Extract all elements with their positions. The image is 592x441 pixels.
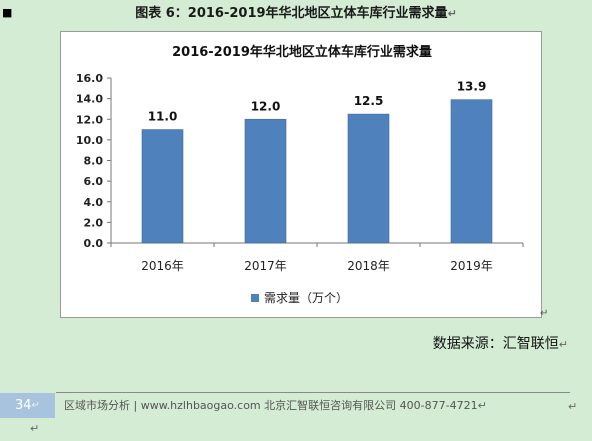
bar bbox=[450, 99, 493, 244]
x-tick-label: 2016年 bbox=[141, 259, 184, 273]
bar-value-label: 13.9 bbox=[457, 80, 487, 94]
y-tick-label: 10.0 bbox=[76, 134, 103, 147]
x-tick-label: 2019年 bbox=[450, 259, 493, 273]
chart-container[interactable]: 2016-2019年华北地区立体车库行业需求量 0.0 2.0 4.0 6.0 8.0 10… bbox=[60, 31, 542, 318]
y-tick-label: 14.0 bbox=[76, 93, 103, 106]
y-tick-label: 16.0 bbox=[76, 72, 103, 85]
y-tick-label: 0.0 bbox=[84, 237, 104, 250]
paragraph-mark: ↵ bbox=[568, 400, 578, 413]
paragraph-mark: ↵ bbox=[477, 399, 487, 412]
footer-text: 区域市场分析 | www.hzlhbaogao.com 北京汇智联恒咨询有限公司… bbox=[64, 397, 487, 413]
paragraph-mark: ↵ bbox=[540, 308, 549, 319]
y-tick-label: 8.0 bbox=[84, 155, 104, 168]
legend-swatch bbox=[251, 294, 259, 302]
x-tick-label: 2018年 bbox=[347, 259, 390, 273]
figure-caption-text: 图表 6：2016-2019年华北地区立体车库行业需求量 bbox=[135, 6, 448, 21]
paragraph-mark: ↵ bbox=[31, 400, 40, 411]
y-tick-label: 12.0 bbox=[76, 113, 103, 126]
data-source-note: 数据来源：汇智联恒↵ bbox=[433, 333, 568, 353]
page-number-badge: 34 ↵ bbox=[0, 393, 55, 418]
legend-label: 需求量（万个） bbox=[264, 291, 348, 305]
paragraph-mark: ↵ bbox=[447, 7, 457, 20]
page-number: 34 bbox=[15, 398, 32, 413]
footer-divider bbox=[56, 392, 570, 393]
y-tick-label: 4.0 bbox=[84, 196, 104, 209]
y-tick-label: 2.0 bbox=[84, 216, 104, 229]
data-source-text: 数据来源：汇智联恒 bbox=[432, 336, 559, 352]
paragraph-mark: ↵ bbox=[30, 422, 40, 435]
bar bbox=[141, 129, 184, 244]
figure-caption: 图表 6：2016-2019年华北地区立体车库行业需求量↵ bbox=[0, 2, 592, 21]
y-tick-label: 6.0 bbox=[84, 175, 104, 188]
bar-value-label: 12.5 bbox=[354, 94, 384, 108]
bar-value-label: 12.0 bbox=[251, 99, 281, 113]
x-tick-label: 2017年 bbox=[244, 259, 287, 273]
corner-marker: ■ bbox=[2, 6, 13, 19]
bar-value-label: 11.0 bbox=[148, 110, 178, 124]
bar bbox=[347, 113, 390, 244]
bar bbox=[244, 118, 287, 244]
paragraph-mark: ↵ bbox=[558, 338, 568, 351]
footer-text-content: 区域市场分析 | www.hzlhbaogao.com 北京汇智联恒咨询有限公司… bbox=[64, 399, 478, 412]
chart-title: 2016-2019年华北地区立体车库行业需求量 bbox=[172, 44, 432, 60]
bar-chart: 2016-2019年华北地区立体车库行业需求量 0.0 2.0 4.0 6.0 8.0 10… bbox=[76, 44, 524, 305]
